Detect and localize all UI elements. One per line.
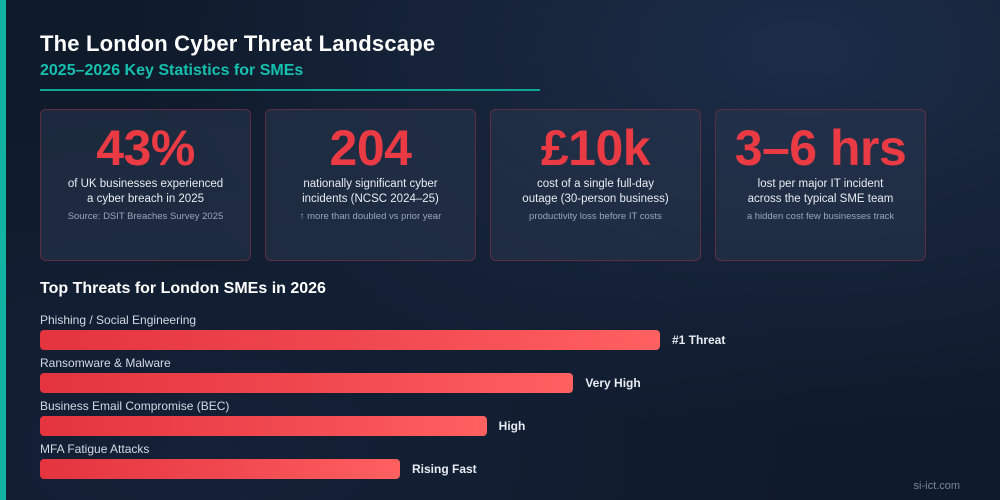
threat-level-label: #1 Threat [672,333,726,347]
stat-card-incidents: 204 nationally significant cyber inciden… [265,109,476,261]
threat-level-label: Very High [585,376,641,390]
stat-card-breach: 43% of UK businesses experienced a cyber… [40,109,251,261]
left-accent-bar [0,0,6,500]
threat-bar [40,459,400,479]
stat-value: 3–6 hrs [734,120,907,176]
stat-note: ↑ more than doubled vs prior year [299,211,442,222]
threat-label: Business Email Compromise (BEC) [40,399,230,413]
stat-label: cost of a single full-day outage (30-per… [522,178,669,205]
threat-bar [40,416,487,436]
stat-note: productivity loss before IT costs [529,211,662,222]
threat-level-label: Rising Fast [412,462,477,476]
threat-label: Phishing / Social Engineering [40,313,197,327]
stat-label: of UK businesses experienced a cyber bre… [67,178,224,205]
stat-label: lost per major IT incident across the ty… [747,178,894,205]
threat-level-label: High [498,419,526,433]
stat-value: 204 [329,120,412,176]
footer-site: si-ict.com [913,480,960,492]
stat-card-hours-lost: 3–6 hrs lost per major IT incident acros… [715,109,926,261]
stat-label: nationally significant cyber incidents (… [302,178,439,205]
stat-card-outage-cost: £10k cost of a single full-day outage (3… [490,109,701,261]
threat-bar [40,330,660,350]
threat-bar [40,373,574,393]
stat-value: 43% [96,120,195,176]
stat-note: a hidden cost few businesses track [746,211,895,222]
threat-label: Ransomware & Malware [40,356,171,370]
title-divider [40,89,540,91]
threat-label: MFA Fatigue Attacks [40,442,150,456]
page-title: The London Cyber Threat Landscape [40,31,436,56]
chart-title: Top Threats for London SMEs in 2026 [40,280,326,297]
stat-note: Source: DSIT Breaches Survey 2025 [67,211,224,222]
page-subtitle: 2025–2026 Key Statistics for SMEs [40,62,304,79]
stat-value: £10k [540,120,651,176]
